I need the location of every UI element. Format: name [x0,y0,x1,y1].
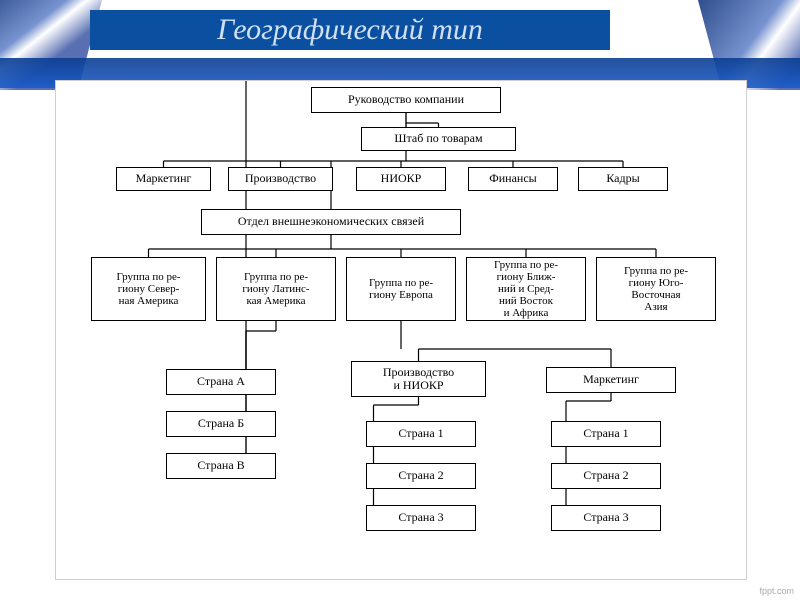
node-prod: Производство [228,167,333,191]
node-mk2: Маркетинг [546,367,676,393]
node-hr: Кадры [578,167,668,191]
node-ca: Страна А [166,369,276,395]
node-pr: Производствои НИОКР [351,361,486,397]
node-fin: Финансы [468,167,558,191]
org-chart-diagram: Руководство компании Штаб по товарам Марке… [55,80,747,580]
node-staff: Штаб по товарам [361,127,516,151]
node-g5: Группа по ре-гиону Юго-ВосточнаяАзия [596,257,716,321]
node-g4: Группа по ре-гиону Ближ-ний и Сред-ний В… [466,257,586,321]
node-root: Руководство компании [311,87,501,113]
node-rnd: НИОКР [356,167,446,191]
slide-title: Географический тип [90,10,610,50]
watermark: fppt.com [759,586,794,596]
node-s2a: Страна 2 [366,463,476,489]
node-s2b: Страна 2 [551,463,661,489]
node-intl: Отдел внешнеэкономических связей [201,209,461,235]
node-g3: Группа по ре-гиону Европа [346,257,456,321]
node-cv: Страна В [166,453,276,479]
slide: Географический тип Руководство компании Ш… [0,0,800,600]
node-s3a: Страна 3 [366,505,476,531]
node-s1a: Страна 1 [366,421,476,447]
node-cb: Страна Б [166,411,276,437]
node-s1b: Страна 1 [551,421,661,447]
node-g2: Группа по ре-гиону Латинс-кая Америка [216,257,336,321]
node-g1: Группа по ре-гиону Север-ная Америка [91,257,206,321]
node-s3b: Страна 3 [551,505,661,531]
node-mkt: Маркетинг [116,167,211,191]
